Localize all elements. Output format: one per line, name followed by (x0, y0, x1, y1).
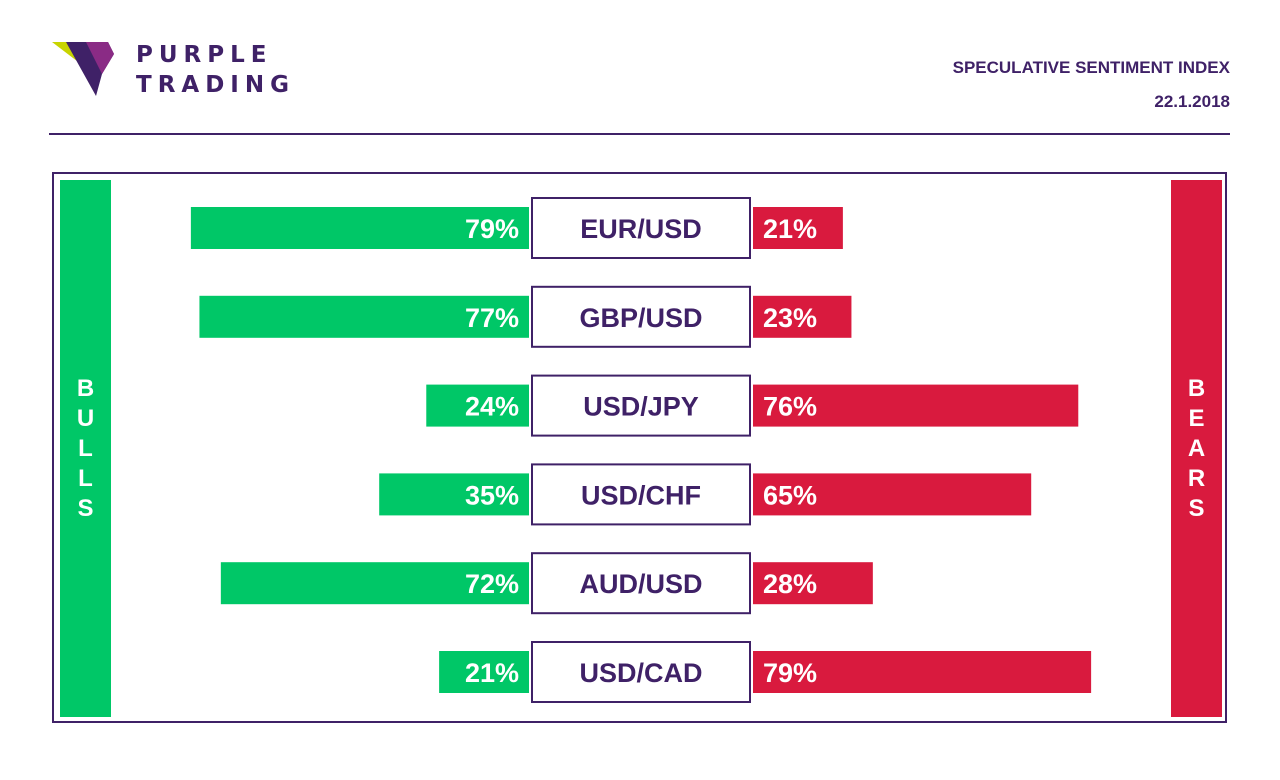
bulls-label-letter: B (76, 374, 95, 402)
bulls-value-label: 79% (465, 214, 519, 244)
pair-box (531, 641, 751, 703)
pair-box (531, 463, 751, 526)
pair-label: EUR/USD (580, 214, 702, 244)
bears-value-label: 23% (763, 303, 817, 333)
pair-box (531, 197, 751, 259)
bulls-value-label: 77% (465, 303, 519, 333)
bears-label-letter: A (1187, 434, 1206, 462)
bulls-label-letter: U (76, 404, 95, 432)
brand-line-2: TRADING (136, 72, 295, 98)
page-title: SPECULATIVE SENTIMENT INDEX (952, 58, 1230, 77)
bears-value-label: 65% (763, 480, 817, 510)
bears-bar (753, 295, 852, 338)
bulls-value-label: 72% (465, 569, 519, 599)
bulls-value-label: 35% (465, 480, 519, 510)
pair-label: GBP/USD (579, 303, 702, 333)
bulls-bar (220, 562, 529, 605)
brand-line-1: PURPLE (136, 42, 273, 68)
bears-label-letter: E (1188, 404, 1205, 432)
header-divider (49, 133, 1230, 135)
pair-label: AUD/USD (579, 569, 702, 599)
bears-label-letter: S (1188, 494, 1205, 522)
bulls-label-letter: L (78, 434, 93, 462)
pair-label: USD/JPY (583, 392, 699, 422)
bulls-bar (439, 651, 529, 693)
bears-label-letter: B (1187, 374, 1206, 402)
bulls-label-letter: L (78, 464, 93, 492)
bears-bar (753, 384, 1079, 427)
bulls-bar (379, 473, 529, 516)
brand-logo-icon (52, 42, 114, 96)
bears-value-label: 28% (763, 569, 817, 599)
bears-value-label: 21% (763, 214, 817, 244)
brand-wordmark: PURPLE TRADING (136, 40, 295, 100)
pair-label: USD/CAD (579, 658, 702, 688)
chart-frame (52, 172, 1227, 723)
pair-box (531, 285, 751, 348)
pair-box (531, 552, 751, 615)
bulls-value-label: 21% (465, 658, 519, 688)
page-date: 22.1.2018 (1154, 92, 1230, 111)
bears-bar (753, 473, 1032, 516)
bears-value-label: 79% (763, 658, 817, 688)
pair-box (531, 374, 751, 437)
bears-bar (753, 562, 873, 605)
bears-value-label: 76% (763, 392, 817, 422)
bears-label-letter: R (1187, 464, 1206, 492)
bears-bar (753, 651, 1092, 693)
bulls-label-letter: S (77, 494, 94, 522)
bulls-bar (426, 384, 529, 427)
bears-bar (753, 207, 843, 249)
bulls-value-label: 24% (465, 392, 519, 422)
pair-label: USD/CHF (581, 480, 701, 510)
bulls-bar (190, 207, 529, 249)
bulls-bar (199, 295, 529, 338)
